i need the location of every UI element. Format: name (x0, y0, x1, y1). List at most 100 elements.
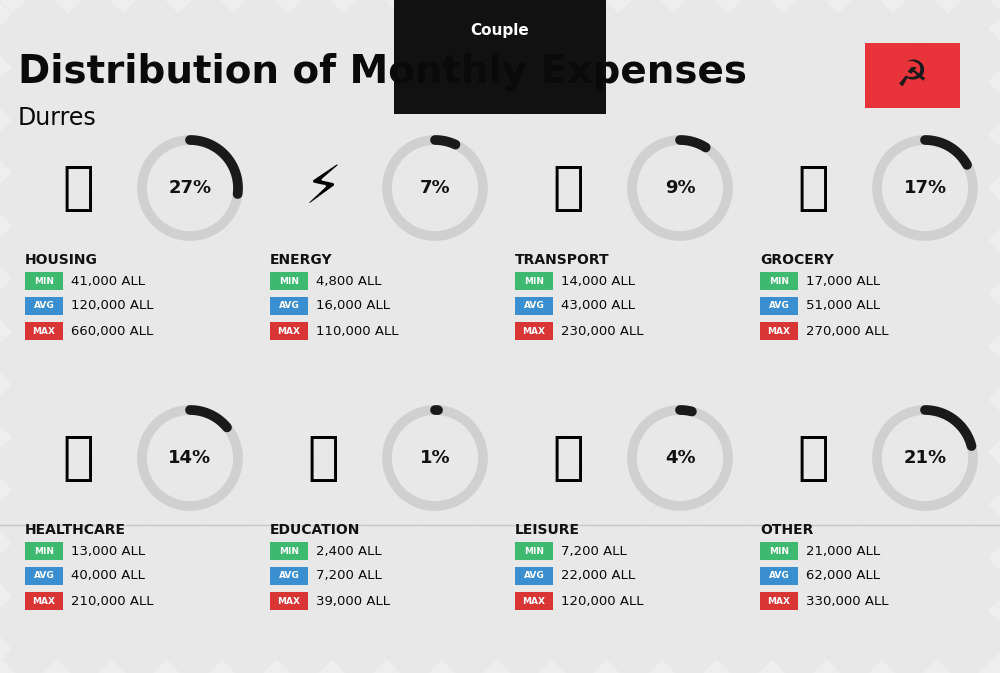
Text: 1%: 1% (420, 449, 450, 467)
Text: AVG: AVG (34, 302, 54, 310)
Text: LEISURE: LEISURE (515, 523, 580, 537)
FancyBboxPatch shape (270, 272, 308, 290)
Text: ⚡: ⚡ (304, 162, 342, 214)
Text: TRANSPORT: TRANSPORT (515, 253, 610, 267)
Text: MIN: MIN (769, 546, 789, 555)
Text: 💰: 💰 (797, 432, 829, 484)
FancyBboxPatch shape (515, 272, 553, 290)
Text: MAX: MAX (278, 326, 300, 336)
Text: MAX: MAX (768, 326, 790, 336)
FancyBboxPatch shape (760, 592, 798, 610)
Text: 7%: 7% (420, 179, 450, 197)
Text: 16,000 ALL: 16,000 ALL (316, 299, 390, 312)
Text: 2,400 ALL: 2,400 ALL (316, 544, 382, 557)
Text: 14%: 14% (168, 449, 212, 467)
FancyBboxPatch shape (270, 322, 308, 340)
FancyBboxPatch shape (270, 567, 308, 585)
Text: 21%: 21% (903, 449, 947, 467)
Text: MIN: MIN (279, 277, 299, 285)
Text: Couple: Couple (471, 23, 529, 38)
Text: 110,000 ALL: 110,000 ALL (316, 324, 398, 337)
Text: MIN: MIN (34, 277, 54, 285)
FancyBboxPatch shape (515, 297, 553, 315)
Text: 120,000 ALL: 120,000 ALL (71, 299, 154, 312)
Text: MAX: MAX (522, 326, 546, 336)
Text: 62,000 ALL: 62,000 ALL (806, 569, 880, 583)
Text: AVG: AVG (769, 571, 789, 581)
Text: ENERGY: ENERGY (270, 253, 333, 267)
Text: 43,000 ALL: 43,000 ALL (561, 299, 635, 312)
FancyBboxPatch shape (25, 297, 63, 315)
Text: 7,200 ALL: 7,200 ALL (561, 544, 627, 557)
Text: 17,000 ALL: 17,000 ALL (806, 275, 880, 287)
Text: 210,000 ALL: 210,000 ALL (71, 594, 154, 608)
Text: 14,000 ALL: 14,000 ALL (561, 275, 635, 287)
Text: 51,000 ALL: 51,000 ALL (806, 299, 880, 312)
FancyBboxPatch shape (270, 542, 308, 560)
Text: AVG: AVG (769, 302, 789, 310)
FancyBboxPatch shape (760, 567, 798, 585)
FancyBboxPatch shape (270, 297, 308, 315)
Text: 4%: 4% (665, 449, 695, 467)
Text: Distribution of Monthly Expenses: Distribution of Monthly Expenses (18, 53, 747, 91)
Text: 🎓: 🎓 (307, 432, 339, 484)
Text: 9%: 9% (665, 179, 695, 197)
Text: 21,000 ALL: 21,000 ALL (806, 544, 880, 557)
Text: EDUCATION: EDUCATION (270, 523, 360, 537)
Text: MIN: MIN (524, 546, 544, 555)
FancyBboxPatch shape (25, 542, 63, 560)
Text: 270,000 ALL: 270,000 ALL (806, 324, 889, 337)
FancyBboxPatch shape (760, 322, 798, 340)
Text: 17%: 17% (903, 179, 947, 197)
FancyBboxPatch shape (865, 43, 960, 108)
Text: 🛍: 🛍 (552, 432, 584, 484)
Text: 7,200 ALL: 7,200 ALL (316, 569, 382, 583)
Text: AVG: AVG (524, 302, 544, 310)
Text: 39,000 ALL: 39,000 ALL (316, 594, 390, 608)
Text: MAX: MAX (522, 596, 546, 606)
Text: AVG: AVG (524, 571, 544, 581)
Text: GROCERY: GROCERY (760, 253, 834, 267)
Text: MIN: MIN (524, 277, 544, 285)
Text: 230,000 ALL: 230,000 ALL (561, 324, 644, 337)
FancyBboxPatch shape (25, 322, 63, 340)
Text: Durres: Durres (18, 106, 97, 130)
Text: HOUSING: HOUSING (25, 253, 98, 267)
FancyBboxPatch shape (515, 542, 553, 560)
FancyBboxPatch shape (270, 592, 308, 610)
Text: MIN: MIN (769, 277, 789, 285)
Text: MAX: MAX (768, 596, 790, 606)
Text: 🛒: 🛒 (797, 162, 829, 214)
Text: MAX: MAX (278, 596, 300, 606)
Text: 330,000 ALL: 330,000 ALL (806, 594, 889, 608)
FancyBboxPatch shape (760, 542, 798, 560)
Text: 40,000 ALL: 40,000 ALL (71, 569, 145, 583)
Text: 🏢: 🏢 (62, 162, 94, 214)
Text: 13,000 ALL: 13,000 ALL (71, 544, 145, 557)
Text: MAX: MAX (32, 596, 56, 606)
FancyBboxPatch shape (25, 592, 63, 610)
Text: 22,000 ALL: 22,000 ALL (561, 569, 635, 583)
Text: 120,000 ALL: 120,000 ALL (561, 594, 644, 608)
FancyBboxPatch shape (515, 322, 553, 340)
FancyBboxPatch shape (515, 567, 553, 585)
Text: 41,000 ALL: 41,000 ALL (71, 275, 145, 287)
FancyBboxPatch shape (25, 567, 63, 585)
Text: MIN: MIN (34, 546, 54, 555)
Text: AVG: AVG (279, 302, 299, 310)
Text: 🚌: 🚌 (552, 162, 584, 214)
Text: 27%: 27% (168, 179, 212, 197)
Text: MIN: MIN (279, 546, 299, 555)
FancyBboxPatch shape (760, 297, 798, 315)
FancyBboxPatch shape (515, 592, 553, 610)
Text: 4,800 ALL: 4,800 ALL (316, 275, 382, 287)
Text: MAX: MAX (32, 326, 56, 336)
Text: ☭: ☭ (896, 59, 929, 92)
Text: AVG: AVG (279, 571, 299, 581)
Text: HEALTHCARE: HEALTHCARE (25, 523, 126, 537)
Text: 660,000 ALL: 660,000 ALL (71, 324, 153, 337)
FancyBboxPatch shape (25, 272, 63, 290)
Text: 🏥: 🏥 (62, 432, 94, 484)
Text: OTHER: OTHER (760, 523, 813, 537)
FancyBboxPatch shape (760, 272, 798, 290)
